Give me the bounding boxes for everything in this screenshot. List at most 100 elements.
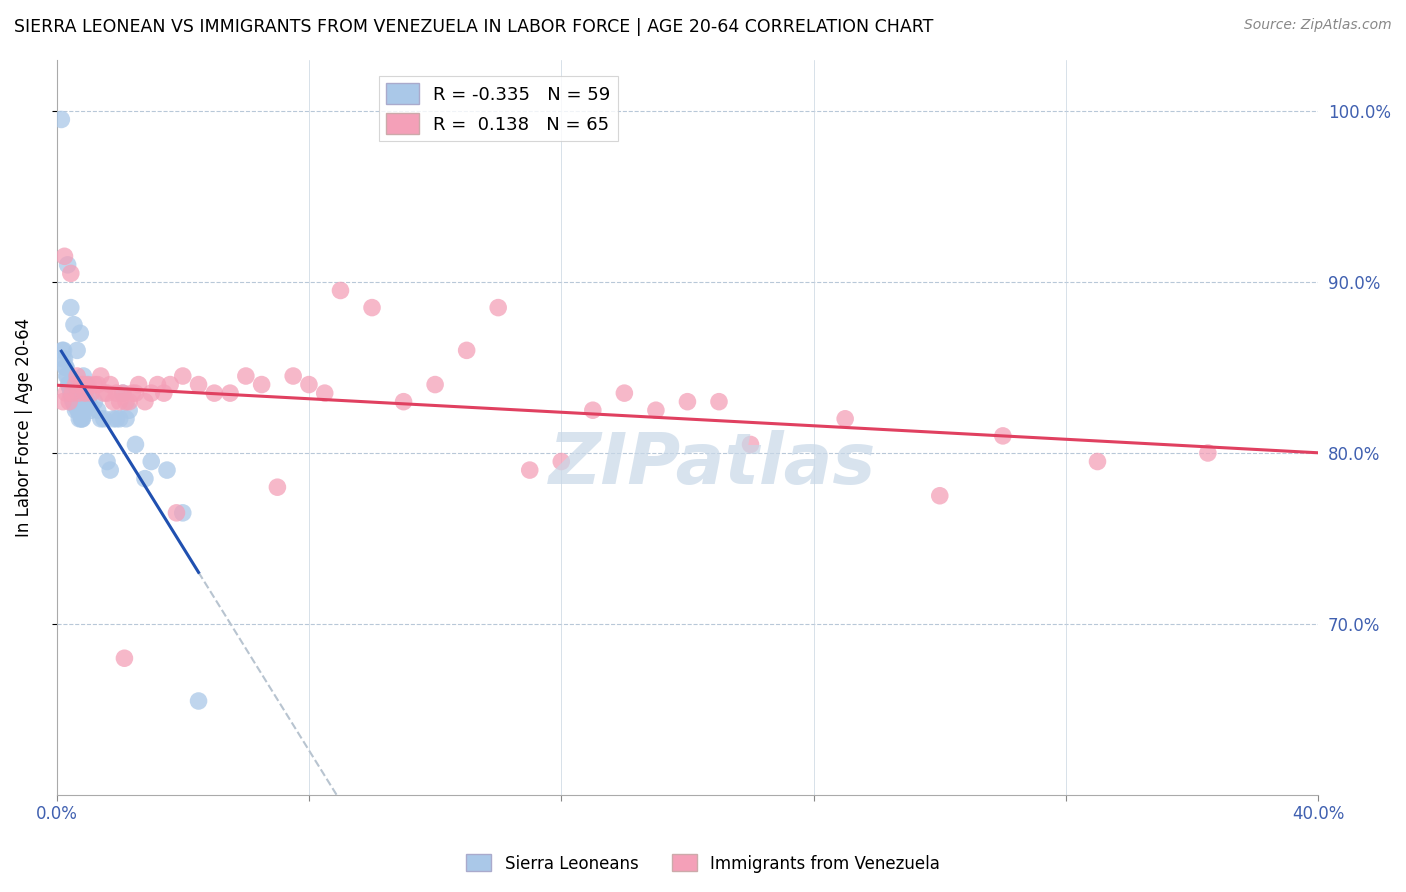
Point <box>93 386 115 401</box>
Point <box>740 437 762 451</box>
Point <box>60 386 83 401</box>
Point <box>298 377 321 392</box>
Point <box>77 394 100 409</box>
Point <box>67 403 90 417</box>
Point <box>55 369 77 384</box>
Point <box>56 369 79 384</box>
Point <box>72 377 94 392</box>
Point <box>103 411 125 425</box>
Point <box>72 369 94 384</box>
Point <box>51 112 73 127</box>
Point <box>134 394 156 409</box>
Point <box>219 386 242 401</box>
Point <box>550 454 572 468</box>
Point <box>172 369 194 384</box>
Point <box>159 377 181 392</box>
Point <box>172 506 194 520</box>
Point <box>676 394 699 409</box>
Point <box>645 403 668 417</box>
Point <box>141 386 163 401</box>
Point <box>111 386 134 401</box>
Point <box>124 386 146 401</box>
Point <box>582 403 605 417</box>
Point <box>73 403 96 417</box>
Point <box>613 386 636 401</box>
Point <box>77 377 100 392</box>
Point <box>187 694 209 708</box>
Point <box>98 463 121 477</box>
Point <box>70 411 93 425</box>
Point <box>108 394 131 409</box>
Y-axis label: In Labor Force | Age 20-64: In Labor Force | Age 20-64 <box>15 318 32 537</box>
Point <box>266 480 288 494</box>
Point <box>72 411 94 425</box>
Point <box>70 377 93 392</box>
Point <box>65 377 87 392</box>
Point <box>51 343 73 358</box>
Point <box>361 301 384 315</box>
Point <box>283 369 305 384</box>
Point <box>66 343 89 358</box>
Point <box>59 386 82 401</box>
Point <box>96 386 118 401</box>
Point <box>834 411 856 425</box>
Point <box>67 411 90 425</box>
Point <box>53 351 76 366</box>
Point <box>63 318 86 332</box>
Point <box>103 394 125 409</box>
Point <box>52 394 75 409</box>
Point <box>83 377 105 392</box>
Point <box>1087 454 1109 468</box>
Point <box>55 386 77 401</box>
Point <box>80 386 103 401</box>
Point <box>111 386 134 401</box>
Point <box>69 326 91 341</box>
Point <box>59 266 82 280</box>
Point <box>707 394 730 409</box>
Point <box>519 463 541 477</box>
Point <box>112 651 135 665</box>
Point <box>83 394 105 409</box>
Point <box>166 506 188 520</box>
Point <box>392 394 415 409</box>
Point <box>124 437 146 451</box>
Point <box>118 394 141 409</box>
Point <box>56 258 79 272</box>
Point <box>991 429 1014 443</box>
Point <box>59 301 82 315</box>
Point <box>141 454 163 468</box>
Point <box>60 391 83 405</box>
Point <box>156 463 179 477</box>
Text: Source: ZipAtlas.com: Source: ZipAtlas.com <box>1244 18 1392 32</box>
Point <box>86 403 108 417</box>
Point <box>69 403 91 417</box>
Point <box>52 343 75 358</box>
Point <box>202 386 225 401</box>
Point <box>105 411 128 425</box>
Point <box>423 377 446 392</box>
Point <box>65 394 87 409</box>
Point <box>62 394 84 409</box>
Point <box>314 386 336 401</box>
Point <box>72 386 94 401</box>
Point <box>67 403 90 417</box>
Point <box>486 301 509 315</box>
Point <box>66 369 89 384</box>
Point <box>108 411 131 425</box>
Point <box>115 411 138 425</box>
Point <box>128 377 150 392</box>
Point <box>146 377 169 392</box>
Point <box>60 386 83 401</box>
Point <box>153 386 176 401</box>
Point <box>55 360 77 375</box>
Point <box>96 454 118 468</box>
Point <box>187 377 209 392</box>
Point <box>1197 446 1219 460</box>
Point <box>65 403 87 417</box>
Point <box>55 360 77 375</box>
Point <box>121 386 143 401</box>
Point <box>250 377 273 392</box>
Point <box>86 377 108 392</box>
Point <box>134 472 156 486</box>
Point <box>329 284 352 298</box>
